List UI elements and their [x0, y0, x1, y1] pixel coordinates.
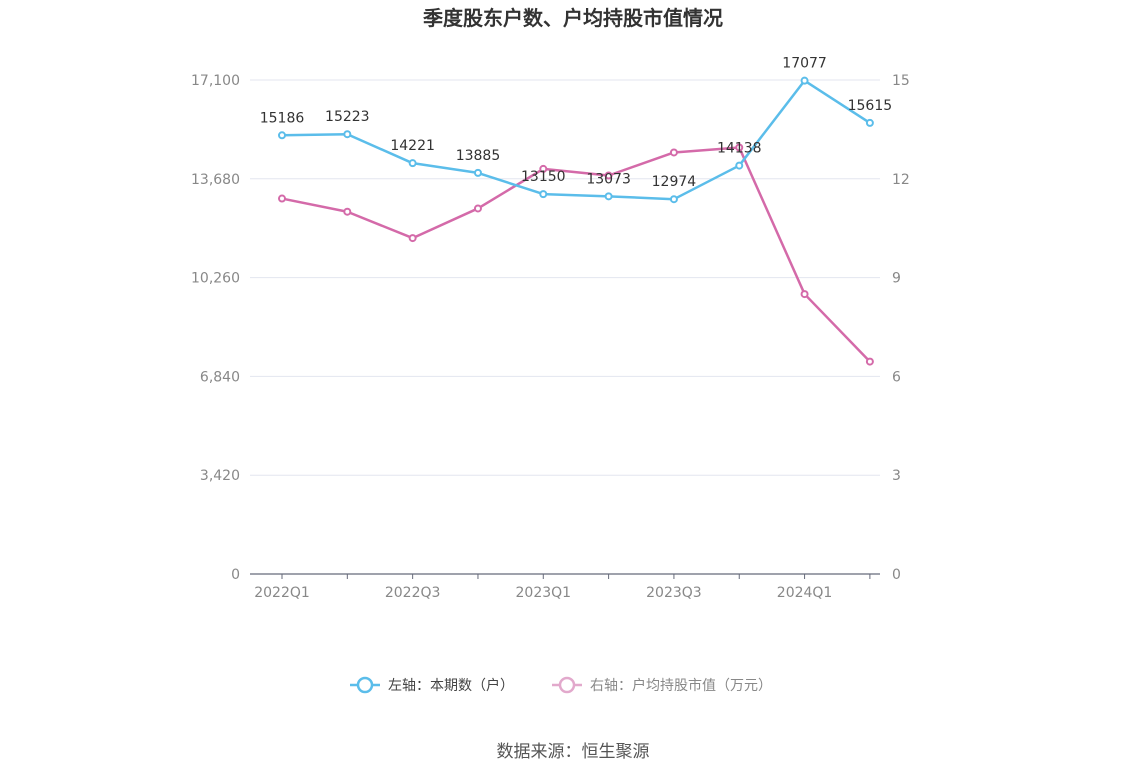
- series-layer: 15186 15223 14221 13885 13150 13073 12974 14138…: [260, 56, 893, 366]
- legend-label: 右轴：户均持股市值（万元）: [590, 677, 772, 694]
- data-point[interactable]: [800, 290, 809, 299]
- data-point[interactable]: [604, 171, 613, 180]
- right-tick-label: 6: [892, 369, 901, 385]
- data-label: 15615: [848, 98, 893, 114]
- data-point[interactable]: [408, 159, 417, 168]
- data-point[interactable]: [604, 192, 613, 201]
- data-point[interactable]: [343, 130, 352, 139]
- source-note: 数据来源：恒生聚源: [497, 742, 650, 762]
- data-label: 13150: [521, 169, 566, 185]
- data-label: 17077: [782, 56, 827, 72]
- x-axis: 2022Q1 2022Q3 2023Q1 2023Q3 2024Q1: [250, 573, 880, 601]
- right-tick-label: 0: [892, 567, 901, 583]
- data-point[interactable]: [278, 131, 286, 140]
- series-line: [281, 79, 871, 201]
- data-label: 13885: [456, 148, 501, 164]
- data-point[interactable]: [473, 168, 482, 177]
- right-tick-label: 12: [892, 172, 910, 188]
- legend[interactable]: 左轴：本期数（户） 右轴：户均持股市值（万元）: [350, 676, 772, 694]
- legend-marker: [356, 676, 374, 694]
- x-tick-label: 2022Q3: [385, 585, 441, 601]
- data-point[interactable]: [669, 148, 678, 157]
- right-axis-ticks: 0 3 6 9 12 15: [892, 73, 910, 583]
- left-axis-ticks: 0 3,420 6,840 10,260 13,680 17,100: [191, 73, 240, 583]
- right-tick-label: 15: [892, 73, 910, 89]
- data-point[interactable]: [800, 76, 809, 85]
- chart-title: 季度股东户数、户均持股市值情况: [422, 6, 723, 30]
- data-point[interactable]: [278, 194, 286, 203]
- data-label: 12974: [652, 174, 697, 190]
- x-tick-label: 2023Q3: [646, 585, 702, 601]
- data-point[interactable]: [343, 207, 352, 216]
- data-point[interactable]: [865, 118, 874, 127]
- data-point[interactable]: [539, 190, 548, 199]
- data-point[interactable]: [539, 164, 548, 173]
- left-tick-label: 13,680: [191, 172, 240, 188]
- legend-item-left-axis[interactable]: 左轴：本期数（户）: [350, 676, 514, 694]
- data-label: 13073: [586, 171, 631, 187]
- data-point[interactable]: [865, 357, 874, 366]
- right-tick-label: 9: [892, 271, 901, 287]
- left-tick-label: 10,260: [191, 271, 240, 287]
- x-tick-label: 2023Q1: [516, 585, 572, 601]
- data-point[interactable]: [669, 195, 678, 204]
- left-tick-label: 17,100: [191, 73, 240, 89]
- data-point[interactable]: [735, 161, 744, 170]
- gridlines: [250, 79, 880, 476]
- x-tick-label: 2022Q1: [254, 585, 310, 601]
- legend-marker: [558, 676, 576, 694]
- data-point[interactable]: [735, 143, 744, 152]
- data-point[interactable]: [408, 234, 417, 243]
- data-label: 14221: [390, 138, 435, 154]
- left-tick-label: 0: [231, 567, 240, 583]
- left-tick-label: 3,420: [200, 468, 240, 484]
- data-point[interactable]: [473, 204, 482, 213]
- data-label: 15223: [325, 109, 370, 125]
- x-tick-label: 2024Q1: [777, 585, 833, 601]
- legend-label: 左轴：本期数（户）: [388, 677, 514, 694]
- left-tick-label: 6,840: [200, 369, 240, 385]
- legend-item-right-axis[interactable]: 右轴：户均持股市值（万元）: [552, 676, 772, 694]
- right-tick-label: 3: [892, 468, 901, 484]
- data-label: 14138: [717, 141, 762, 157]
- series-line: [281, 146, 871, 363]
- data-label: 15186: [260, 110, 305, 126]
